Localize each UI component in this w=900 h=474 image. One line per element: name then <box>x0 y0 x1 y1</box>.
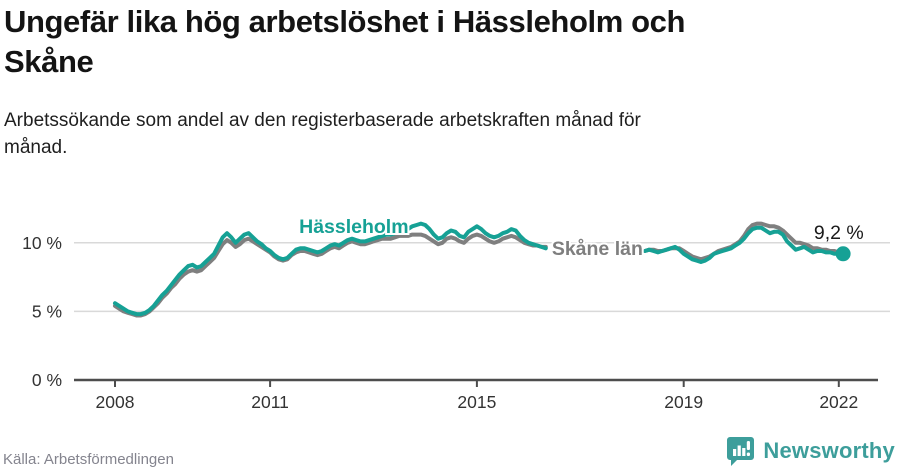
series-label-Hässleholm: Hässleholm <box>299 216 408 238</box>
latest-value-label: 9,2 % <box>814 222 864 244</box>
latest-value-dot <box>835 246 851 262</box>
chart-title: Ungefär lika hög arbetslöshet i Hässleho… <box>4 2 804 81</box>
x-axis-tick-label: 2015 <box>457 392 496 412</box>
y-axis-tick-label: 5 % <box>32 301 62 321</box>
series-line-Hässleholm <box>113 221 548 317</box>
chart-subtitle: Arbetssökande som andel av den registerb… <box>4 110 641 158</box>
x-axis-tick-label: 2022 <box>819 392 858 412</box>
chart-title-line-1: Ungefär lika hög arbetslöshet i Hässleho… <box>4 4 685 39</box>
chart-title-line-2: Skåne <box>4 43 94 79</box>
x-axis-tick-label: 2008 <box>96 392 135 412</box>
x-axis-tick-label: 2011 <box>251 392 289 412</box>
y-axis-tick-label: 10 % <box>22 233 62 253</box>
series-line-Hässleholm <box>642 225 846 264</box>
source-caption: Källa: Arbetsförmedlingen <box>3 451 174 468</box>
series-line-Skåne län <box>113 232 548 318</box>
newsworthy-bar-chart-bubble-icon <box>727 437 755 466</box>
newsworthy-wordmark: Newsworthy <box>763 438 895 463</box>
newsworthy-logo: Newsworthy <box>726 436 895 466</box>
y-axis-tick-label: 0 % <box>32 370 62 390</box>
series-label-Skåne län: Skåne län <box>552 237 643 260</box>
x-axis-tick-label: 2019 <box>664 392 703 412</box>
